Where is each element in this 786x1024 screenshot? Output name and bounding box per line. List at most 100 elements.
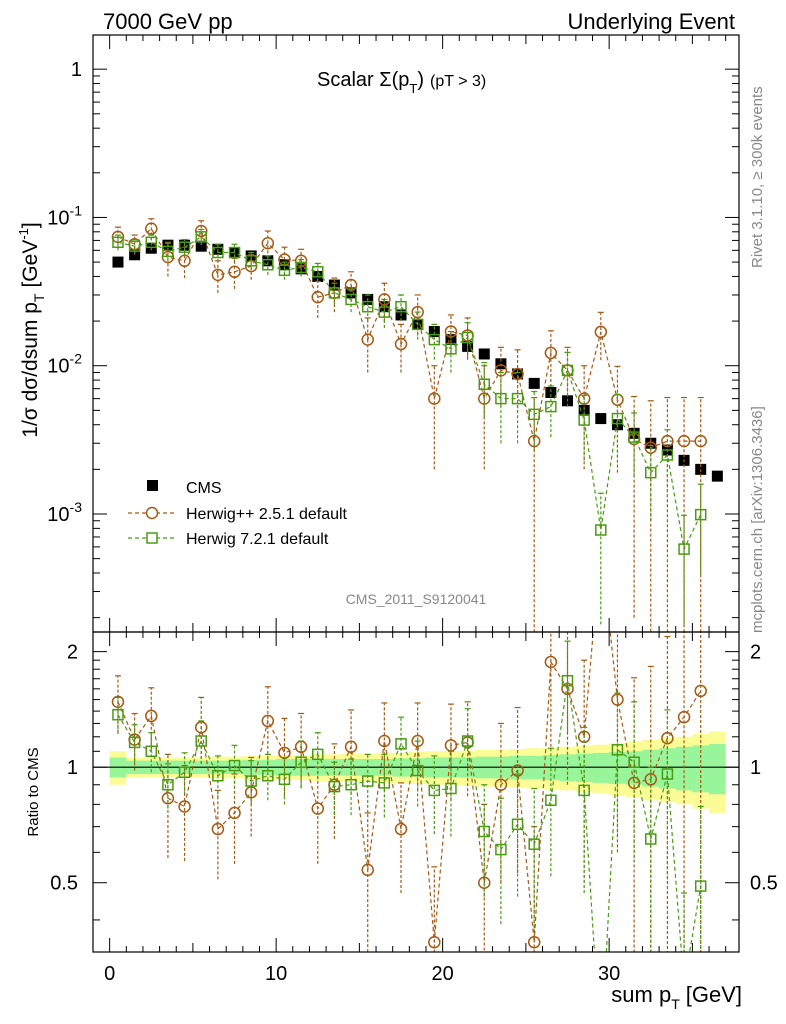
ratio-herwig-7-2-1-default-point	[212, 769, 224, 782]
main-series-layer	[111, 218, 723, 632]
main-herwig-2-5-1-default-point	[261, 236, 275, 250]
ratio-herwig-7-2-1-default-point	[528, 838, 540, 850]
ratio-y-tick-label-right: 1	[750, 757, 761, 779]
ratio-herwig-2-5-1-default-point	[677, 710, 691, 724]
main-herwig-7-2-1-default-point	[378, 306, 391, 318]
main-herwig-7-2-1-default-point	[461, 331, 474, 344]
ratio-herwig-2-5-1-default-point	[178, 800, 191, 813]
ratio-herwig-2-5-1-default-line	[117, 632, 702, 943]
ratio-herwig-7-2-1-default-point	[461, 735, 474, 747]
main-herwig-2-5-1-default-point	[511, 367, 524, 381]
main-cms-point	[711, 470, 723, 482]
xlabel-main: sum p	[611, 982, 671, 1007]
main-cms-point	[428, 326, 440, 338]
ratio-herwig-7-2-1-default-point	[312, 748, 324, 761]
tick-exponent: -1	[70, 202, 83, 218]
ratio-herwig-2-5-1-default-point	[145, 709, 158, 723]
main-herwig-2-5-1-default-line	[117, 227, 701, 449]
ratio-herwig-7-2-1-default-point	[661, 768, 674, 780]
ratio-herwig-7-2-1-default-point	[328, 780, 341, 793]
tick-base: 10	[47, 356, 69, 378]
tick-base: 10	[47, 504, 69, 526]
main-herwig-7-2-1-default-point	[361, 300, 374, 313]
main-cms-point	[112, 256, 124, 268]
tick-base: 10	[47, 207, 69, 229]
ratio-y-tick-label: 0.5	[50, 873, 78, 895]
main-herwig-2-5-1-default-point	[145, 222, 158, 235]
main-herwig-7-2-1-default-point	[595, 524, 607, 536]
legend-herwig7-marker	[146, 532, 158, 544]
ylabel-sub: T	[31, 293, 47, 302]
main-herwig-7-2-1-default-point	[545, 400, 557, 413]
plot-title-cut: (pT > 3)	[430, 73, 486, 90]
ratio-y-axis-label-text: Ratio to CMS	[25, 747, 42, 836]
rivet-version-text: Rivet 3.1.10, ≥ 300k events	[749, 86, 766, 268]
ratio-y-tick-label-right: 2	[750, 642, 761, 664]
ratio-herwig-2-5-1-default-point	[211, 822, 225, 836]
ratio-herwig-7-2-1-default-point	[295, 756, 307, 769]
legend: CMS Herwig++ 2.5.1 default Herwig 7.2.1 …	[128, 480, 348, 548]
ratio-herwig-7-2-1-default-point	[445, 782, 457, 795]
x-tick-label: 20	[432, 963, 454, 985]
ratio-herwig-7-2-1-default-point	[411, 764, 424, 777]
main-herwig-2-5-1-default-point	[228, 265, 241, 279]
ratio-herwig-2-5-1-default-point	[261, 714, 275, 728]
main-herwig-7-2-1-default-point	[278, 264, 291, 277]
main-herwig-7-2-1-default-point	[295, 261, 307, 274]
ratio-herwig-7-2-1-default-point	[645, 833, 657, 845]
plot-title-close: )	[417, 69, 424, 91]
ratio-herwig-2-5-1-default-point	[411, 734, 424, 748]
legend-cms-marker	[147, 480, 158, 491]
main-y-axis-label: 1/σ dσ/dsum pT [GeV-1]	[16, 222, 47, 437]
ratio-herwig-2-5-1-default-point	[378, 734, 391, 748]
main-herwig-7-2-1-default-point	[578, 414, 590, 426]
plot-title: Scalar Σ(pT) (pT > 3)	[317, 69, 486, 96]
tick-exponent: -3	[70, 499, 83, 515]
ratio-herwig-2-5-1-default-point	[228, 806, 241, 820]
ratio-herwig-7-2-1-default-point	[162, 778, 174, 791]
xlabel-unit: [GeV]	[686, 982, 742, 1007]
main-herwig-7-2-1-default-point	[628, 431, 640, 443]
main-herwig-7-2-1-default-point	[162, 245, 174, 258]
ratio-herwig-2-5-1-default-point	[694, 684, 707, 698]
main-y-axis-label-text: 1/σ dσ/dsum pT [GeV-1]	[16, 222, 47, 437]
xlabel-sub: T	[671, 996, 680, 1012]
main-herwig-7-2-1-default-point	[328, 287, 341, 299]
ratio-y-axis-label: Ratio to CMS	[25, 747, 42, 836]
main-herwig-2-5-1-default-point	[211, 268, 225, 282]
ratio-herwig-7-2-1-default-point	[478, 825, 491, 838]
main-herwig-7-2-1-default-point	[678, 543, 690, 555]
main-cms-point	[545, 386, 557, 398]
ratio-panel-frame	[92, 631, 740, 953]
main-y-tick-label: 10-1	[47, 202, 82, 229]
legend-herwigpp-label: Herwig++ 2.5.1 default	[186, 506, 348, 523]
ratio-herwig-2-5-1-default-point	[544, 655, 558, 669]
ylabel-unit: [GeV	[19, 240, 42, 288]
ratio-herwig-2-5-1-default-point	[494, 778, 508, 791]
ratio-y-tick-label: 2	[67, 642, 78, 664]
header-right-label: Underlying Event	[567, 9, 735, 34]
main-herwig-7-2-1-default-point	[145, 236, 158, 249]
main-herwig-7-2-1-default-point	[178, 241, 191, 253]
ratio-herwig-7-2-1-default-point	[561, 674, 574, 687]
main-herwig-2-5-1-default-point	[594, 325, 608, 339]
mcplots-source-text: mcplots.cern.ch [arXiv:1306.3436]	[749, 406, 766, 633]
main-herwig-7-2-1-default-point	[245, 255, 257, 267]
legend-cms-label: CMS	[186, 480, 222, 497]
ratio-herwig-7-2-1-default-point	[262, 769, 274, 782]
ylabel-main: 1/σ dσ/dsum p	[19, 302, 42, 438]
ratio-herwig-7-2-1-default-point	[145, 745, 158, 758]
main-herwig-2-5-1-default-point	[478, 392, 491, 405]
main-herwig-2-5-1-default-point	[544, 346, 558, 360]
main-herwig-7-2-1-default-point	[345, 293, 357, 306]
ratio-herwig-7-2-1-default-point	[245, 775, 257, 787]
plot-frames	[92, 34, 740, 953]
ratio-herwig-7-2-1-default-point	[361, 775, 374, 787]
ratio-herwig-7-2-1-default-point	[345, 778, 357, 791]
main-herwig-7-2-1-default-point	[195, 231, 207, 243]
main-herwig-2-5-1-default-point	[694, 434, 707, 448]
ratio-herwig-2-5-1-default-point	[478, 876, 491, 889]
main-herwig-7-2-1-default-point	[511, 392, 524, 405]
ratio-herwig-2-5-1-default-point	[344, 740, 358, 754]
